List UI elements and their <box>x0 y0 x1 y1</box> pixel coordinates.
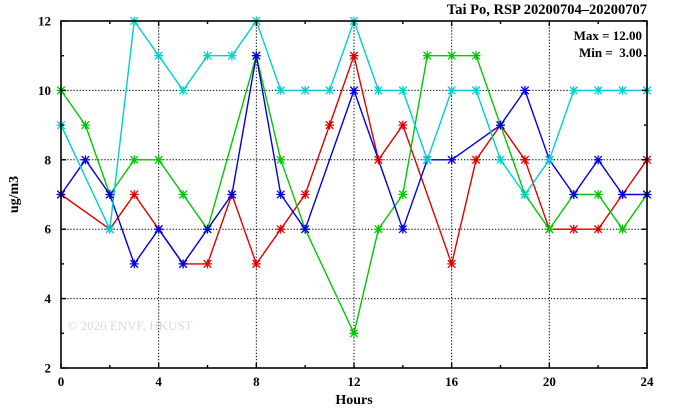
svg-text:6: 6 <box>45 222 52 237</box>
svg-text:Hours: Hours <box>335 393 373 408</box>
svg-text:12: 12 <box>348 374 361 389</box>
svg-text:Max = 12.00: Max = 12.00 <box>574 28 642 43</box>
svg-text:ug/m3: ug/m3 <box>7 176 22 213</box>
svg-text:4: 4 <box>45 291 52 306</box>
svg-text:Min = 3.00: Min = 3.00 <box>579 45 642 60</box>
svg-text:8: 8 <box>45 152 52 167</box>
svg-text:0: 0 <box>58 374 65 389</box>
svg-text:12: 12 <box>38 14 51 29</box>
svg-text:Tai Po, RSP 20200704–20200707: Tai Po, RSP 20200704–20200707 <box>447 2 647 18</box>
svg-text:24: 24 <box>641 374 655 389</box>
svg-text:2: 2 <box>45 361 52 376</box>
svg-text:8: 8 <box>253 374 260 389</box>
svg-text:10: 10 <box>38 83 51 98</box>
svg-text:4: 4 <box>155 374 162 389</box>
svg-text:20: 20 <box>543 374 556 389</box>
svg-text:© 2026 ENVF, HKUST: © 2026 ENVF, HKUST <box>67 318 192 333</box>
svg-text:16: 16 <box>445 374 459 389</box>
